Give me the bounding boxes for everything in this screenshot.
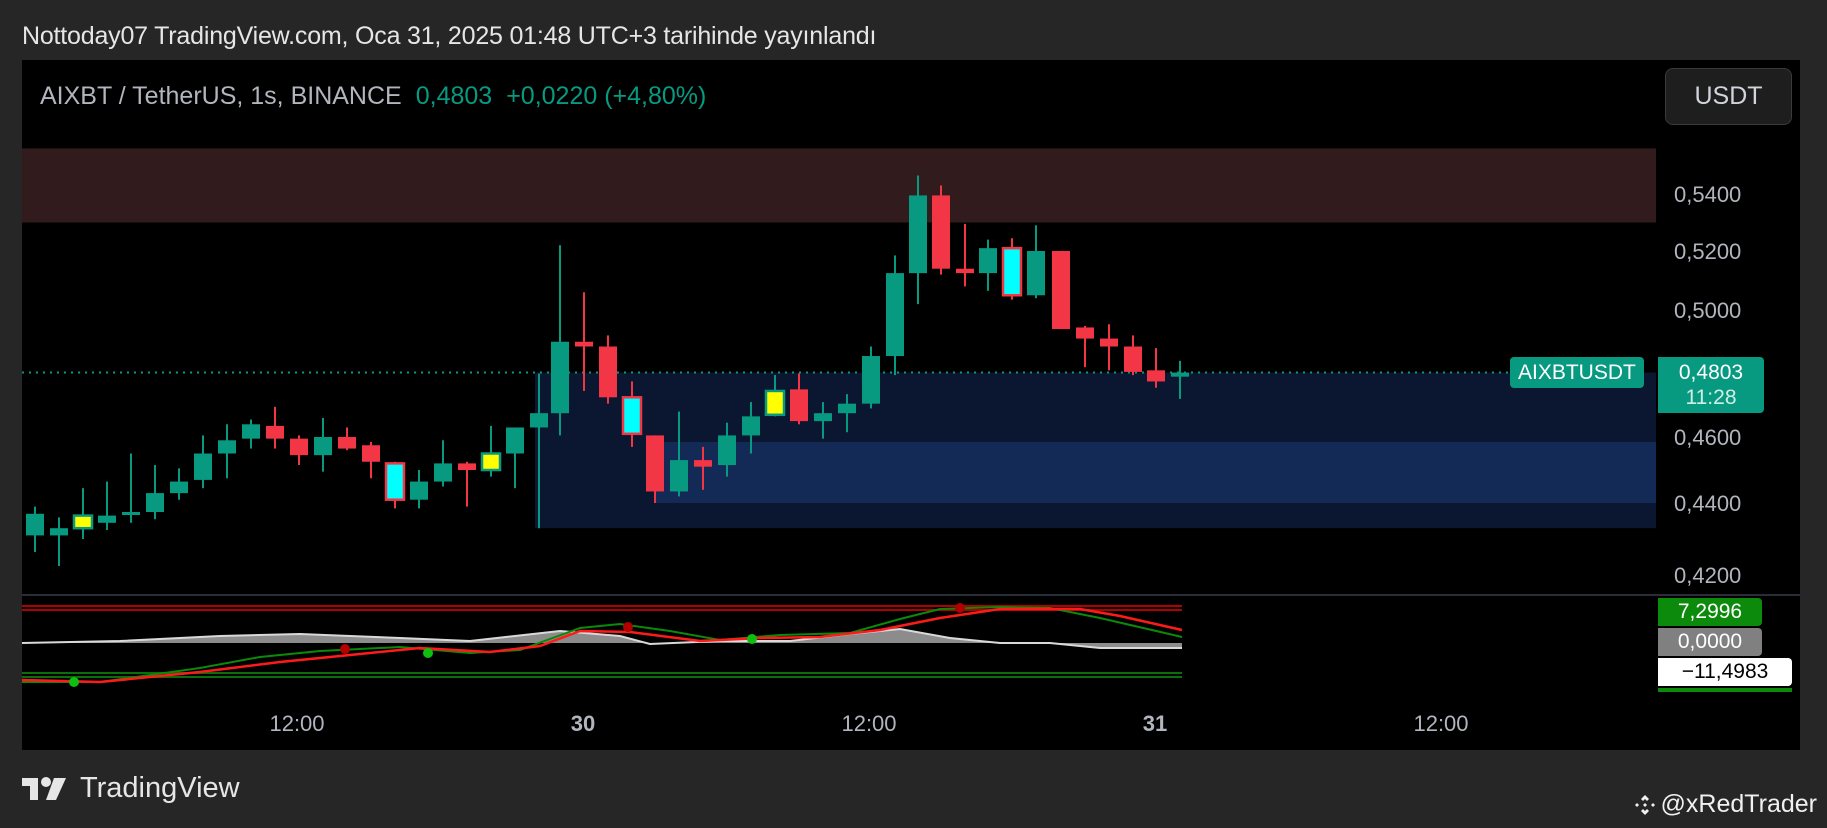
symbol-legend: AIXBT / TetherUS, 1s, BINANCE 0,4803 +0,02… <box>40 82 706 111</box>
candle <box>1001 238 1023 300</box>
candle <box>98 481 116 530</box>
time-axis[interactable]: 12:00 30 12:00 31 12:00 <box>269 711 1468 736</box>
oscillator-value-tag: 7,2996 <box>1658 598 1762 626</box>
candle <box>814 402 832 439</box>
last-price: 0,4803 <box>415 82 493 110</box>
candle <box>1052 251 1070 330</box>
candle <box>194 435 212 489</box>
price-change: +0,0220 (+4,80%) <box>506 82 707 110</box>
candle <box>909 175 927 305</box>
candle <box>1076 325 1094 368</box>
candle <box>72 488 94 539</box>
candle <box>146 465 164 520</box>
price-tick-label: 0,4600 <box>1674 425 1741 450</box>
candle <box>599 335 617 404</box>
watermark: @xRedTrader <box>1633 790 1817 819</box>
candle <box>314 417 332 472</box>
symbol-info[interactable]: AIXBT / TetherUS, 1s, BINANCE <box>40 82 402 110</box>
candle <box>979 239 997 291</box>
cross-dot <box>340 644 350 654</box>
candle <box>506 427 524 489</box>
candle <box>742 402 760 454</box>
time-tick-label: 12:00 <box>269 711 324 736</box>
candle <box>26 506 44 552</box>
candle <box>50 517 68 566</box>
price-tick-label: 0,5000 <box>1674 298 1741 323</box>
candle <box>621 381 643 447</box>
candle <box>218 424 236 479</box>
price-tick-label: 0,4400 <box>1674 491 1741 516</box>
candle <box>694 446 712 490</box>
price-axis[interactable]: 0,5400 0,5200 0,5000 0,4600 0,4400 0,4200 <box>1674 182 1741 588</box>
time-tick-label: 31 <box>1143 711 1167 736</box>
binance-icon <box>1634 794 1655 815</box>
price-tick-label: 0,5400 <box>1674 182 1741 207</box>
published-caption: Nottoday07 TradingView.com, Oca 31, 2025… <box>22 22 877 50</box>
candle <box>338 427 356 451</box>
watermark-handle: @xRedTrader <box>1660 790 1817 818</box>
tradingview-logo-icon <box>22 776 66 800</box>
price-tag-countdown: 11:28 <box>1685 386 1737 409</box>
candle <box>1124 335 1142 376</box>
cross-dot <box>423 648 433 658</box>
candle <box>718 422 736 477</box>
candle <box>242 419 260 449</box>
time-tick-label: 12:00 <box>841 711 896 736</box>
cross-dot <box>747 634 757 644</box>
time-tick-label: 12:00 <box>1413 711 1468 736</box>
candle <box>530 373 548 529</box>
signal-line-green <box>22 605 1183 683</box>
price-tag: 0,4803 11:28 <box>1658 357 1764 413</box>
zones-layer <box>22 148 1656 529</box>
candle <box>932 185 950 275</box>
candle <box>646 435 664 503</box>
candle <box>551 245 569 436</box>
cross-dot <box>623 622 633 632</box>
oscillator-value-tag: −11,4983 <box>1658 658 1792 686</box>
oscillator-level-marker <box>1658 688 1792 692</box>
candle <box>886 255 904 376</box>
candle <box>170 468 188 500</box>
candle <box>670 411 688 497</box>
zero-line <box>21 627 1182 649</box>
candle <box>1147 348 1165 388</box>
candle <box>764 375 786 417</box>
candle <box>410 470 428 509</box>
candle <box>458 461 476 507</box>
candle <box>790 373 808 425</box>
time-tick-label: 30 <box>571 711 595 736</box>
candle <box>290 435 308 466</box>
candle <box>862 346 880 409</box>
candle <box>266 406 284 449</box>
candle <box>362 441 380 479</box>
candles-layer <box>26 175 1189 566</box>
price-tag-symbol: AIXBTUSDT <box>1510 357 1644 388</box>
candle <box>838 394 856 433</box>
cross-dot <box>955 603 965 613</box>
price-tick-label: 0,4200 <box>1674 563 1741 588</box>
candle <box>480 425 502 477</box>
histogram-area <box>22 629 1182 648</box>
candle <box>1171 360 1189 399</box>
resistance-zone <box>22 148 1656 223</box>
candle <box>122 453 140 523</box>
candle <box>434 440 452 487</box>
oscillator-value-tag: 0,0000 <box>1658 628 1762 656</box>
oscillator-pane <box>21 603 1183 687</box>
price-tick-label: 0,5200 <box>1674 239 1741 264</box>
cross-dot <box>69 677 79 687</box>
candle <box>1027 225 1045 299</box>
tradingview-logo[interactable]: TradingView <box>22 772 240 805</box>
candle <box>956 223 974 287</box>
support-inner-zone <box>655 441 1656 503</box>
tradingview-brand: TradingView <box>80 772 240 804</box>
currency-button[interactable]: USDT <box>1665 68 1792 125</box>
candle <box>575 292 593 391</box>
candle <box>384 461 406 509</box>
price-tag-value: 0,4803 <box>1678 361 1744 384</box>
candle <box>1100 324 1118 371</box>
signal-line-red <box>21 607 1183 684</box>
